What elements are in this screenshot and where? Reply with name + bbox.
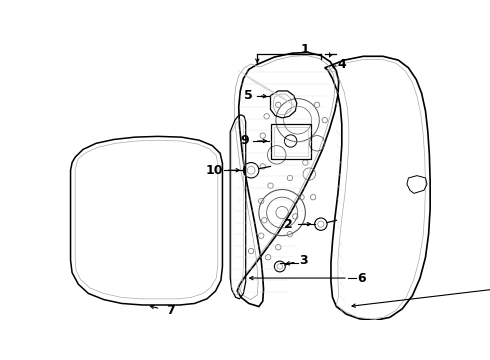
Text: 4: 4 (338, 58, 347, 71)
Text: 5: 5 (245, 89, 253, 102)
Text: 10: 10 (206, 164, 223, 177)
Text: 9: 9 (241, 135, 249, 148)
Text: 3: 3 (299, 254, 308, 267)
Text: 2: 2 (284, 218, 293, 231)
Text: 1: 1 (301, 43, 310, 56)
Text: 7: 7 (166, 304, 174, 317)
Text: 6: 6 (357, 271, 366, 284)
